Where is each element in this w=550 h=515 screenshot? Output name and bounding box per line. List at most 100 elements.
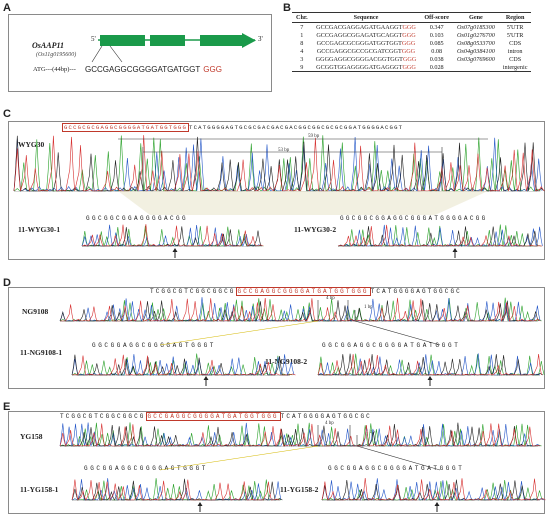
panel-e-link-2 — [356, 445, 441, 471]
col-sequence: Sequence — [311, 12, 421, 23]
target-sequence: GCCGAGGCGGGGATGATGGT GGG — [85, 65, 222, 74]
panel-c-reference-seq: GCCGCGCGAGGCGGGGATGATGGTGGG TCATGGGGAGTGC… — [62, 123, 403, 132]
panel-d-mut2-trace-channel-3 — [317, 353, 542, 376]
panel-e-ref-trace-channel-2 — [59, 422, 539, 448]
panel-c-mut2-label: 11-WYG30-2 — [294, 225, 337, 234]
panel-d-mut1-trace-channel-3 — [71, 354, 296, 376]
panel-c-label: C — [3, 108, 11, 120]
off-target-table: Chr. Sequence Off-score Gene Region 7 GCC… — [292, 12, 532, 72]
panel-e-mut2-arrow-head — [434, 502, 440, 506]
five-prime-label: 5' — [91, 35, 96, 43]
cell-region: intergenic — [498, 63, 532, 72]
panel-e-flank-seq: TCATGGGGAGTGGCGC — [280, 413, 372, 420]
panel-c-ref-trace-channel-3 — [13, 135, 545, 193]
panel-e-mut2-trace-channel-3 — [321, 477, 546, 501]
cell-region: 5'UTR — [506, 31, 524, 39]
panel-c-mut1-arrow-head — [172, 248, 178, 252]
panel-e-left-seq: TCGGCGTCGGCGGCG — [60, 413, 146, 420]
panel-c-dist-59: 59 bp — [308, 134, 320, 139]
cell-gene: Os07g0185300 — [456, 23, 495, 31]
cell-chr: 3 — [300, 55, 304, 63]
panel-e-mut1-label: 11-YG158-1 — [20, 485, 59, 494]
cell-seq: GCCGACGAGGAGATGAAGGTGGG — [316, 23, 416, 31]
cell-chr: 4 — [300, 47, 304, 55]
panel-d-label: D — [3, 277, 11, 289]
atg-label: ATG---(44bp)--- — [33, 66, 76, 73]
panel-c-deletion-fan — [118, 191, 488, 215]
panel-c-mut1-trace-channel-3 — [81, 224, 264, 247]
cell-seq: GCCGAGGCGGAGATGCAGGTGGG — [316, 31, 416, 39]
table-row: 4 GCCGAGGCGCCGCGATCGGTGGG 0.08 Os04g0384100… — [292, 47, 531, 55]
table-row: 7 GCCGACGAGGAGATGAAGGTGGG 0.347 Os07g018530… — [292, 23, 531, 32]
cell-gene: Os08g0533700 — [456, 39, 495, 47]
panel-e-mut1-trace-channel-2 — [71, 478, 283, 501]
col-chr: Chr. — [292, 12, 312, 23]
panel-d-link-2 — [354, 320, 441, 346]
panel-d-mut1-trace-channel-0 — [71, 353, 293, 377]
table-row: 3 GGGGAGGCGGGGACGGTGGTGGG 0.038 Os03g076960… — [292, 55, 531, 63]
panel-e-mut2-seq: GGCGGAGGCGGGGATGATGGGT — [328, 465, 465, 472]
cell-gene: Os03g0769600 — [456, 55, 495, 63]
panel-e-dist-1: 1 bp — [366, 430, 375, 435]
cell-seq: GCCGAGCGCGGGATGGTGGTGGG — [316, 39, 416, 47]
cell-score: 0.103 — [429, 31, 444, 39]
panel-d-link-1 — [159, 320, 319, 346]
cell-region: 5'UTR — [506, 23, 524, 31]
cell-score: 0.085 — [429, 39, 444, 47]
panel-c-mut2-seq: GGCGGCGGAGGCGGGATGGGGACGG — [340, 215, 488, 222]
table-row: 8 GCCGAGCGCGGGATGGTGGTGGG 0.085 Os08g053370… — [292, 39, 531, 47]
panel-c-mut1-trace-channel-1 — [81, 224, 262, 248]
three-prime-label: 3' — [258, 35, 263, 43]
panel-d-mut2-seq: GGCGGAGGCGGGGATGATGGGT — [322, 342, 461, 349]
cell-gene: Os01g0276700 — [456, 31, 495, 39]
panel-c-ref-trace-channel-0 — [13, 135, 541, 192]
panel-e-mut2-label: 11-YG158-2 — [280, 485, 319, 494]
panel-c-mut2-trace-channel-3 — [337, 224, 543, 247]
panel-e-ref-trace-channel-3 — [59, 423, 541, 448]
target-protospacer: GCCGAGGCGGGGATGATGGT — [85, 65, 201, 74]
cell-chr: 1 — [300, 31, 304, 39]
panel-b-label: B — [283, 2, 291, 14]
panel-c-mut1-label: 11-WYG30-1 — [18, 225, 61, 234]
panel-d-mut1-seq: GGCGGAGGCGGGGAGTGGGT — [92, 342, 217, 349]
panel-d-mut2-trace-channel-2 — [317, 353, 544, 377]
table-row: 9 GCGGTGGAGGGGATGAGGGTGGG 0.028 intergenic — [292, 63, 532, 72]
panel-d-flank-seq: TCATGGGGAGTGGCGC — [370, 288, 462, 295]
cell-gene: Os04g0384100 — [456, 47, 495, 55]
cell-score: 0.038 — [429, 55, 444, 63]
col-region: Region — [498, 12, 532, 23]
cell-region: intron — [507, 47, 523, 55]
table-row: 1 GCCGAGGCGGAGATGCAGGTGGG 0.103 Os01g027670… — [292, 31, 531, 39]
target-pam: GGG — [203, 65, 222, 74]
cell-seq: GCCGAGGCGCCGCGATCGGTGGG — [316, 47, 416, 55]
cell-gene — [452, 63, 499, 72]
panel-d-mut2-arrow-head — [427, 376, 433, 380]
cell-region: CDS — [509, 39, 522, 47]
panel-d-ref-trace-channel-2 — [59, 300, 539, 323]
cell-chr: 9 — [292, 63, 312, 72]
panel-d-dist-4: 4 bp — [326, 296, 335, 301]
cell-chr: 7 — [300, 23, 304, 31]
off-target-header-row: Chr. Sequence Off-score Gene Region — [292, 12, 532, 23]
panel-d-mut1-label: 11-NG9108-1 — [20, 348, 63, 357]
panel-a-label: A — [3, 2, 11, 14]
col-offscore: Off-score — [420, 12, 453, 23]
panel-a-box — [8, 14, 272, 92]
panel-c-flank-seq: TCATGGGGAGTGCGCGACGACGACGGCGGCGCGCGGATGG… — [189, 124, 404, 131]
panel-e-mut2-trace-channel-2 — [321, 479, 540, 502]
panel-c-ref-trace-channel-2 — [13, 135, 545, 192]
panel-d-left-seq: TCGGCGTCGGCGGCG — [150, 288, 236, 295]
cell-seq: GGGGAGGCGGGGACGGTGGTGGG — [315, 55, 417, 63]
gene-locus: (Os11g0195600) — [36, 52, 77, 58]
cell-chr: 8 — [300, 39, 304, 47]
panel-d-target-seq: GCCGAGGCGGGGATGATGGTGGG — [235, 287, 371, 296]
panel-c-mut1-seq: GGCGGCGGAGGGGACGG — [86, 215, 189, 222]
panel-c-mut2-arrow-head — [452, 248, 458, 252]
panel-d-reference-seq: TCGGCGTCGGCGGCG GCCGAGGCGGGGATGATGGTGGG TC… — [150, 287, 462, 296]
col-gene: Gene — [452, 12, 499, 23]
cell-score: 0.347 — [429, 23, 444, 31]
panel-e-mut1-arrow-head — [197, 502, 203, 506]
panel-e-box — [8, 411, 545, 514]
